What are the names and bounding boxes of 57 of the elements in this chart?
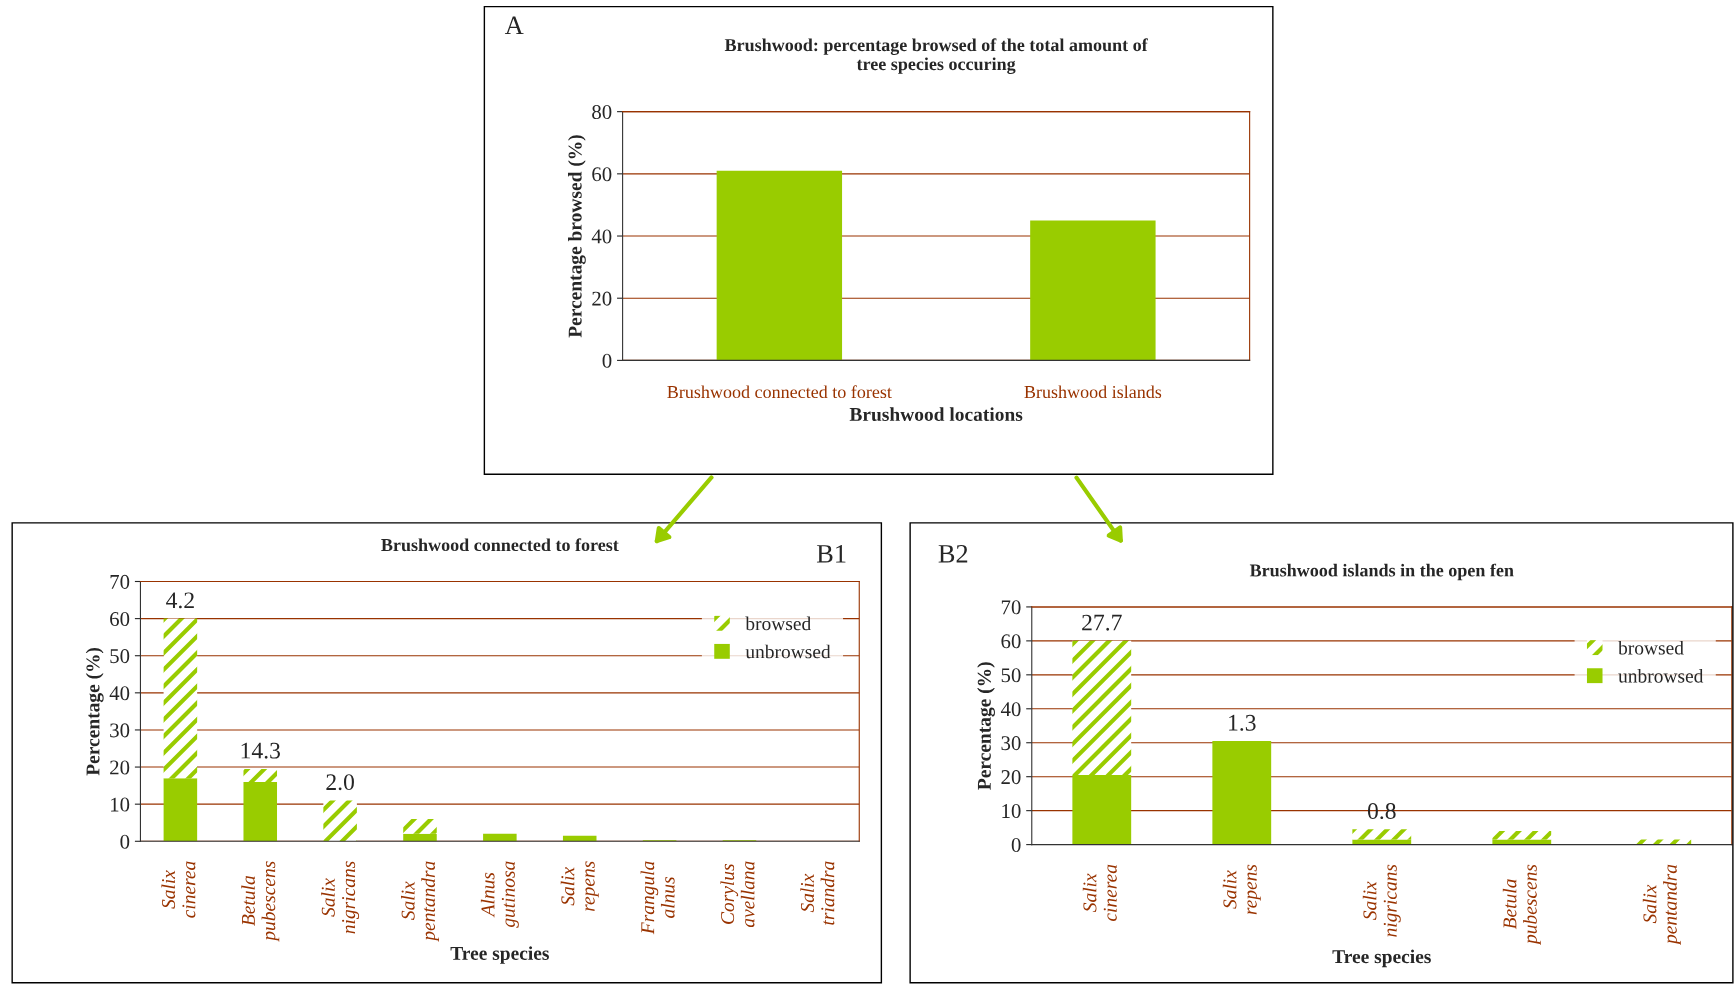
legend-label: unbrowsed	[745, 644, 831, 659]
y-tick-label: 80	[592, 105, 612, 120]
x-axis-title: Tree species	[1332, 949, 1431, 968]
annotation: 27.7	[1082, 614, 1122, 631]
text: B2	[938, 544, 968, 563]
y-tick-label: 70	[1001, 600, 1021, 615]
x-tick-label: Alnus gutinosa	[480, 861, 519, 928]
x-tick-label: Frangula alnus	[640, 861, 675, 935]
y-tick-label: 50	[110, 649, 130, 664]
y-axis-title: Percentage browsed (%)	[568, 135, 586, 338]
annotation: 14.3	[241, 742, 280, 759]
chart-title: Brushwood connected to forest	[381, 538, 619, 552]
x-tick-label: Betula pubescens	[241, 861, 280, 942]
y-tick-label: 60	[110, 611, 130, 627]
x-tick-label: Salix repens	[1222, 864, 1261, 915]
x-tick-label: Salix repens	[560, 861, 599, 912]
y-tick-label: 30	[1001, 736, 1021, 751]
y-axis-title: Percentage (%)	[977, 662, 995, 790]
y-tick-label: 40	[1000, 702, 1021, 717]
annotation: 1.3	[1229, 714, 1256, 731]
x-tick-label: Salix nigricans	[321, 861, 360, 934]
y-tick-label: 60	[592, 167, 612, 182]
y-tick-label: 20	[110, 760, 130, 775]
y-axis-title: Percentage (%)	[85, 647, 104, 776]
y-tick-label: 30	[110, 723, 130, 738]
text: A	[504, 16, 524, 34]
y-tick-label: 0	[1011, 837, 1021, 853]
x-tick-label: Salix pentandra	[401, 861, 439, 942]
annotation: 4.2	[166, 592, 194, 609]
x-tick-label: Brushwood islands	[1024, 385, 1162, 399]
y-tick-label: 0	[602, 353, 612, 368]
y-tick-label: 10	[1002, 804, 1021, 819]
x-tick-label: Betula pubescens	[1502, 864, 1541, 946]
y-tick-label: 70	[110, 574, 130, 589]
y-tick-label: 60	[1001, 634, 1021, 649]
x-tick-label: Salix cinerea	[161, 861, 196, 918]
chart-title: Brushwood islands in the open fen	[1249, 563, 1514, 581]
chart-title: Brushwood: percentage browsed of the total amount of tree species occuring	[724, 38, 1148, 74]
x-tick-label: Salix nigricans	[1362, 864, 1401, 937]
text: B1	[816, 544, 846, 563]
x-tick-label: Salix cinerea	[1082, 864, 1117, 922]
x-tick-label: Salix pentandra	[1642, 864, 1681, 946]
y-tick-label: 40	[591, 229, 612, 244]
y-tick-label: 40	[109, 686, 130, 701]
y-tick-label: 0	[120, 834, 130, 849]
y-tick-label: 10	[111, 797, 130, 812]
x-axis-title: Brushwood locations	[849, 407, 1023, 422]
x-tick-label: Salix triandra	[800, 861, 835, 925]
legend-label: browsed	[1618, 640, 1684, 655]
legend-label: unbrowsed	[1618, 668, 1704, 683]
y-tick-label: 50	[1001, 668, 1021, 683]
annotation: 2.0	[326, 774, 354, 791]
y-tick-label: 20	[1001, 770, 1021, 785]
x-axis-title: Tree species	[450, 946, 549, 964]
legend-label: browsed	[745, 616, 811, 631]
x-tick-label: Corylus avellana	[720, 861, 755, 928]
y-tick-label: 20	[592, 291, 612, 306]
